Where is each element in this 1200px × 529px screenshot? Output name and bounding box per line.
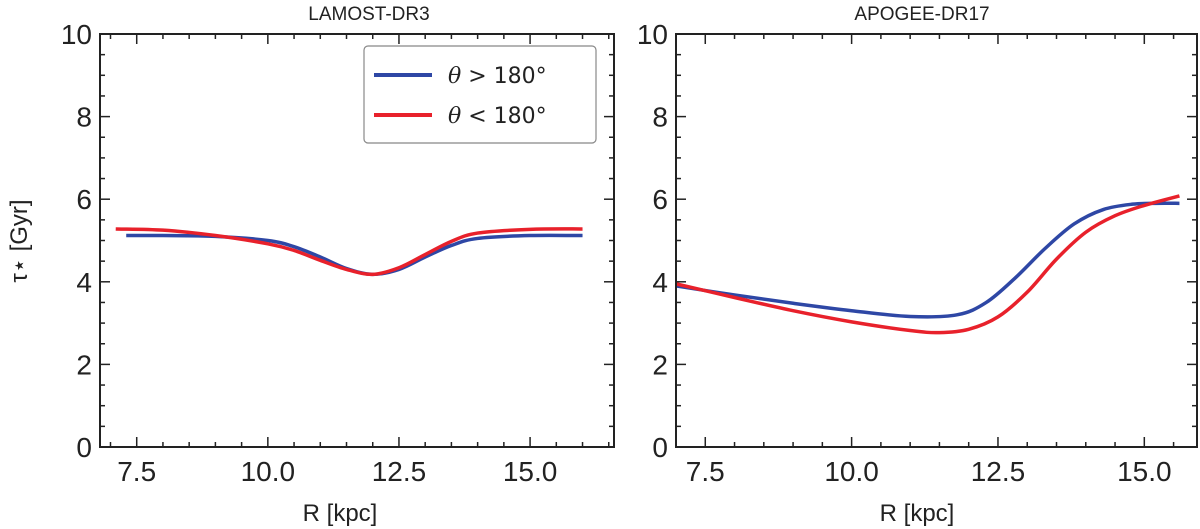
y-tick-label: 4 bbox=[76, 267, 92, 298]
x-tick-label: 7.5 bbox=[117, 456, 156, 487]
series-group bbox=[675, 194, 1180, 335]
y-axis-label: τ⋆ [Gyr] bbox=[6, 199, 33, 282]
y-tick-label: 10 bbox=[637, 19, 668, 50]
legend: θ > 180° θ < 180° bbox=[363, 45, 597, 144]
legend-box bbox=[363, 45, 597, 144]
y-tick-label: 6 bbox=[76, 184, 92, 215]
y-tick-label: 2 bbox=[76, 349, 92, 380]
panel-title: LAMOST-DR3 bbox=[308, 4, 429, 25]
series-group bbox=[115, 227, 583, 277]
x-tick-label: 15.0 bbox=[503, 456, 558, 487]
tick-labels: 7.5 10.0 12.5 15.0 0 2 4 6 8 10 bbox=[61, 19, 557, 487]
y-tick-label: 0 bbox=[76, 432, 92, 463]
x-tick-label: 7.5 bbox=[686, 456, 725, 487]
y-tick-label: 8 bbox=[652, 102, 668, 133]
x-tick-label: 12.5 bbox=[372, 456, 427, 487]
y-tick-label: 4 bbox=[652, 267, 668, 298]
y-tick-label: 0 bbox=[652, 432, 668, 463]
series-line-theta-lt-180 bbox=[675, 194, 1180, 335]
y-tick-label: 8 bbox=[76, 102, 92, 133]
x-tick-label: 15.0 bbox=[1117, 456, 1172, 487]
series-line-theta-lt-180 bbox=[115, 227, 583, 277]
legend-label-text: > 180° bbox=[461, 64, 546, 89]
legend-theta-symbol: θ bbox=[448, 64, 461, 89]
x-tick-label: 10.0 bbox=[824, 456, 879, 487]
panel-title: APOGEE-DR17 bbox=[854, 4, 989, 25]
legend-label-blue: θ > 180° bbox=[448, 64, 547, 89]
plot-frame bbox=[675, 33, 1198, 448]
panel-lamost: LAMOST-DR3 7.5 10.0 12.5 15.0 0 2 4 6 8 10 R [kpc… bbox=[6, 4, 615, 527]
panel-apogee: APOGEE-DR17 7.5 10.0 12.5 15.0 0 2 4 6 8 10 R [kp… bbox=[637, 4, 1198, 527]
x-tick-label: 12.5 bbox=[971, 456, 1026, 487]
tick-marks bbox=[676, 33, 1197, 448]
series-line-theta-gt-180 bbox=[675, 201, 1180, 319]
plot-frame bbox=[99, 33, 615, 448]
y-tick-label: 10 bbox=[61, 19, 92, 50]
tick-labels: 7.5 10.0 12.5 15.0 0 2 4 6 8 10 bbox=[637, 19, 1172, 487]
series-line-theta-gt-180 bbox=[126, 233, 583, 277]
x-tick-label: 10.0 bbox=[241, 456, 296, 487]
legend-label-red: θ < 180° bbox=[448, 104, 547, 129]
legend-label-text: < 180° bbox=[461, 104, 546, 129]
x-axis-label: R [kpc] bbox=[303, 500, 378, 527]
y-tick-label: 6 bbox=[652, 184, 668, 215]
legend-theta-symbol: θ bbox=[448, 104, 461, 129]
x-axis-label: R [kpc] bbox=[880, 500, 955, 527]
y-tick-label: 2 bbox=[652, 349, 668, 380]
